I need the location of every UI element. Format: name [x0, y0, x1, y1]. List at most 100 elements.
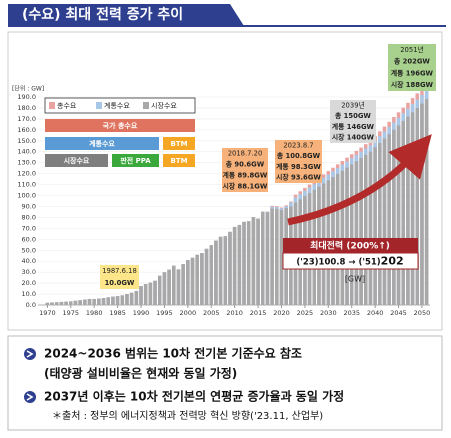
callout-title-box — [283, 238, 418, 253]
bar — [59, 301, 64, 305]
block-label: 판전 PPA — [120, 156, 151, 165]
callout-unit: [GW] — [345, 275, 365, 284]
header-tab — [8, 4, 244, 26]
chart: [단위 : GW] 0.0 10.0 20.0 30.0 40.0 50.0 60.0 70.0… — [12, 44, 436, 317]
bar — [242, 221, 246, 305]
bar — [181, 264, 185, 305]
x-tick-label: 1980 — [86, 309, 103, 317]
x-tick-label: 2015 — [250, 309, 267, 317]
block-label: 국가 총수요 — [103, 121, 138, 130]
bar — [424, 99, 429, 305]
notes-frame — [7, 335, 443, 431]
bar — [190, 257, 195, 305]
bar — [378, 142, 382, 305]
y-tick-label: 90.0 — [22, 202, 36, 210]
x-tick-label: 2000 — [180, 309, 197, 317]
y-tick-label: 130.0 — [17, 159, 36, 167]
y-tick-label: 50.0 — [22, 246, 36, 254]
block — [112, 154, 159, 167]
bar — [340, 170, 345, 305]
bar — [45, 302, 50, 305]
y-tick-label: 180.0 — [17, 104, 36, 112]
x-tick-label: 1970 — [39, 309, 56, 317]
block — [45, 137, 159, 150]
note-text: 2037년 이후는 10차 전기본의 연평균 증가율과 동일 가정 — [44, 389, 344, 404]
bar — [251, 217, 256, 305]
y-tick-label: 20.0 — [22, 279, 36, 287]
annotation-line: 총 150GW — [335, 111, 371, 120]
bar — [92, 298, 96, 305]
annotation-line: 시장 88.1GW — [223, 182, 268, 191]
bar — [106, 297, 110, 305]
annotation-line: 계통 98.3GW — [276, 162, 321, 171]
bar — [120, 295, 125, 305]
bar — [111, 296, 115, 305]
annotation-line: 시장 140GW — [332, 133, 375, 142]
bar — [392, 129, 396, 305]
bar — [364, 154, 368, 305]
bar — [345, 167, 349, 305]
callout-from: ('23)100.8 → ('51) — [296, 257, 380, 267]
annotation-line: 2051년 — [400, 45, 424, 54]
block — [45, 154, 108, 167]
bar — [69, 301, 73, 305]
bar — [64, 301, 68, 305]
bar — [237, 224, 242, 305]
bar — [204, 248, 209, 305]
x-tick-label: 2045 — [390, 309, 407, 317]
bar — [387, 134, 391, 305]
bar — [270, 208, 274, 305]
x-tick-label: 1995 — [156, 309, 173, 317]
note-bullet — [24, 391, 36, 403]
note-text: 2024~2036 범위는 10차 전기본 기준수요 참조 — [44, 346, 302, 361]
annotation-line: 시장 188GW — [391, 80, 434, 89]
block — [163, 137, 195, 150]
bar — [115, 296, 120, 305]
annotation-line: 2018.7.20 — [228, 150, 263, 158]
block-label: 계통수요 — [89, 139, 115, 148]
callout-text: ('23)100.8 → ('51)202 — [296, 255, 403, 268]
bar — [167, 269, 171, 305]
x-tick-label: 2025 — [297, 309, 314, 317]
x-tick-label: 1985 — [109, 309, 126, 317]
bar — [101, 298, 106, 305]
block — [45, 119, 195, 132]
bar — [157, 275, 162, 305]
y-tick-label: 70.0 — [22, 224, 36, 232]
note-bullet — [24, 348, 36, 360]
bar — [232, 226, 237, 305]
y-tick-label: 110.0 — [17, 181, 36, 189]
bar — [195, 254, 199, 305]
y-tick-label: 100.0 — [17, 192, 36, 200]
bar — [148, 282, 153, 305]
callout-title: 최대전력 (200%↑) — [310, 240, 390, 252]
y-tick-label: 120.0 — [17, 170, 36, 178]
bar — [256, 218, 260, 305]
trend-arrow — [287, 134, 432, 226]
bar — [223, 236, 228, 305]
bar — [186, 260, 190, 305]
x-tick-label: 2050 — [414, 309, 431, 317]
unit-label: [단위 : GW] — [12, 85, 44, 93]
bar — [143, 284, 148, 305]
bar — [354, 161, 359, 305]
y-tick-label: 80.0 — [22, 213, 36, 221]
bar — [83, 299, 87, 305]
annotation-line: 총 90.6GW — [226, 160, 265, 169]
bar — [260, 211, 265, 305]
bar — [359, 158, 363, 305]
annotation-line: 2039년 — [341, 100, 365, 109]
bar — [176, 269, 181, 305]
bar — [420, 103, 424, 305]
note-text: (태양광 설비비율은 현재와 동일 가정) — [44, 366, 237, 381]
annotation-line: 계통 89.8GW — [223, 171, 268, 180]
annotation-line: 총 100.8GW — [277, 151, 321, 160]
bar — [139, 286, 143, 305]
bar — [406, 116, 410, 305]
y-tick-label: 40.0 — [22, 257, 36, 265]
bar — [214, 240, 218, 305]
bar — [279, 210, 284, 305]
legend-label: 시장수요 — [151, 101, 177, 110]
legend-swatch — [96, 102, 102, 109]
